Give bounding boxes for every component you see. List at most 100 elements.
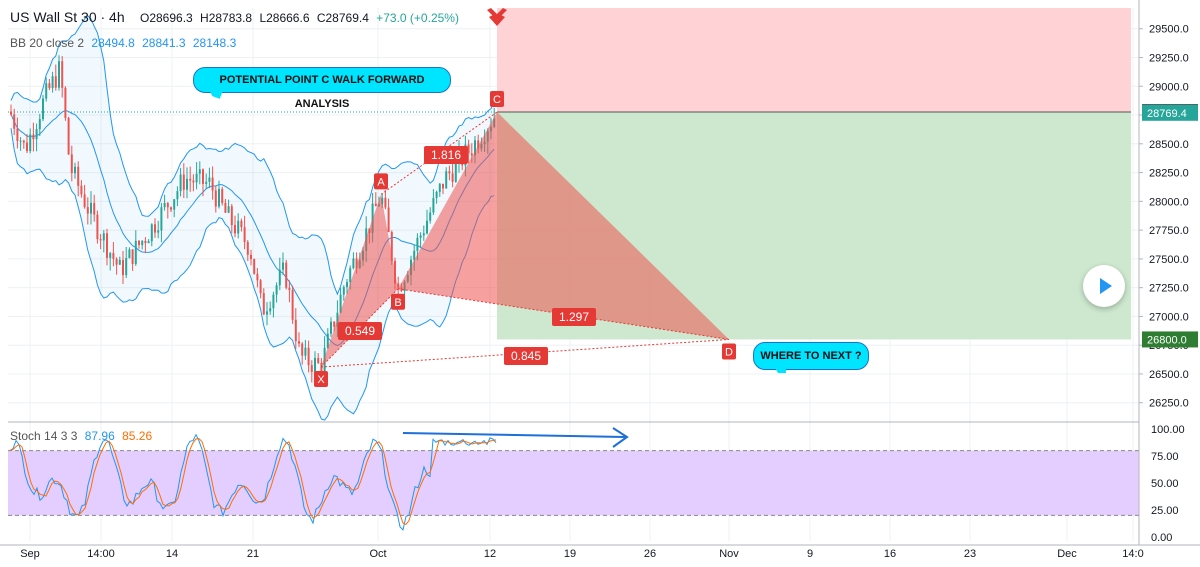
stoch-legend[interactable]: Stoch 14 3 3 87.96 85.26 bbox=[10, 429, 156, 443]
play-button[interactable] bbox=[1083, 265, 1125, 307]
candle-body bbox=[102, 233, 105, 241]
candle-51 bbox=[173, 198, 176, 218]
candle-body bbox=[394, 260, 396, 284]
candle-body bbox=[202, 169, 204, 184]
candle-body bbox=[42, 98, 44, 120]
time-tick-label-4: Oct bbox=[369, 548, 386, 560]
pivot-label-c: C bbox=[490, 91, 504, 108]
candle-19 bbox=[70, 145, 73, 182]
candle-11 bbox=[45, 77, 48, 102]
down-arrow-icon bbox=[489, 15, 505, 26]
candle-10 bbox=[42, 95, 44, 122]
candle-135 bbox=[442, 183, 444, 195]
candle-body bbox=[336, 312, 339, 327]
bb-label: BB 20 close 2 bbox=[10, 36, 85, 50]
candle-80 bbox=[266, 302, 268, 326]
candle-8 bbox=[35, 123, 38, 152]
candle-4 bbox=[22, 139, 25, 149]
candle-body bbox=[182, 174, 185, 190]
stop-loss-zone bbox=[497, 8, 1131, 113]
candle-body bbox=[304, 347, 307, 356]
candle-72 bbox=[240, 218, 243, 232]
candle-50 bbox=[170, 206, 172, 212]
pivot-text: B bbox=[394, 297, 401, 309]
candle-13 bbox=[51, 71, 54, 93]
candle-59 bbox=[198, 161, 201, 185]
candle-body bbox=[445, 171, 448, 189]
candle-body bbox=[93, 202, 96, 215]
ratio-badge bbox=[338, 322, 382, 340]
low-value: L28666.6 bbox=[259, 11, 310, 25]
price-tick-label-9: 27250.0 bbox=[1149, 283, 1189, 295]
play-icon bbox=[1100, 278, 1112, 294]
candle-body bbox=[205, 181, 208, 184]
candle-15 bbox=[58, 55, 60, 91]
candle-body bbox=[166, 203, 169, 208]
pivot-badge bbox=[391, 293, 405, 310]
pivot-text: A bbox=[377, 176, 385, 188]
candle-91 bbox=[301, 341, 304, 365]
candle-2 bbox=[16, 117, 19, 149]
candle-90 bbox=[298, 332, 300, 348]
candle-body bbox=[227, 206, 230, 213]
candle-body bbox=[214, 190, 217, 207]
candle-46 bbox=[157, 220, 160, 239]
candle-30 bbox=[106, 228, 108, 266]
candle-body bbox=[29, 134, 32, 152]
candle-body bbox=[22, 140, 25, 143]
candle-body bbox=[230, 206, 233, 226]
arrow-head-icon bbox=[612, 427, 629, 448]
potential-point-text: POTENTIAL POINT C WALK FORWARD ANALYSIS bbox=[219, 74, 425, 110]
bollinger-legend[interactable]: BB 20 close 2 28494.8 28841.3 28148.3 bbox=[10, 36, 240, 50]
candle-body bbox=[333, 321, 336, 327]
stoch-k-value: 87.96 bbox=[84, 429, 115, 443]
candle-77 bbox=[256, 268, 259, 288]
candle-73 bbox=[243, 215, 246, 250]
candle-114 bbox=[374, 192, 377, 207]
price-tick-label-4: 28500.0 bbox=[1149, 139, 1189, 151]
candle-body bbox=[211, 177, 214, 191]
candle-body bbox=[349, 268, 352, 283]
candle-body bbox=[330, 321, 332, 334]
time-tick-label-13: 14:0 bbox=[1122, 548, 1143, 560]
candle-54 bbox=[182, 163, 185, 199]
candle-68 bbox=[227, 199, 230, 214]
candle-body bbox=[320, 362, 323, 375]
candle-body bbox=[173, 199, 176, 210]
potential-point-callout[interactable]: POTENTIAL POINT C WALK FORWARD ANALYSIS bbox=[193, 67, 451, 110]
candle-89 bbox=[294, 308, 297, 350]
candle-body bbox=[474, 140, 476, 156]
candle-9 bbox=[38, 113, 41, 137]
where-next-text: WHERE TO NEXT ? bbox=[760, 350, 862, 362]
price-tag-bg bbox=[1142, 331, 1198, 348]
ratio-label-3: 0.845 bbox=[504, 347, 548, 365]
candle-48 bbox=[163, 194, 166, 211]
candle-body bbox=[54, 76, 57, 88]
candle-body bbox=[77, 166, 80, 186]
candle-92 bbox=[304, 339, 307, 360]
candle-body bbox=[26, 142, 28, 152]
candle-43 bbox=[147, 239, 150, 244]
candle-body bbox=[118, 259, 121, 265]
candle-body bbox=[253, 258, 256, 274]
price-tick-label-0: 29500.0 bbox=[1149, 24, 1189, 36]
price-tick-label-12: 26500.0 bbox=[1149, 369, 1189, 381]
price-tick-label-6: 28000.0 bbox=[1149, 196, 1189, 208]
pattern-bcd bbox=[398, 112, 729, 340]
candle-62 bbox=[208, 167, 211, 189]
candle-body bbox=[419, 235, 422, 238]
time-tick-label-3: 21 bbox=[247, 548, 259, 560]
symbol-title[interactable]: US Wall St 30 · 4h bbox=[10, 9, 125, 25]
price-tick-label-2: 29000.0 bbox=[1149, 81, 1189, 93]
where-next-callout[interactable]: WHERE TO NEXT ? bbox=[753, 342, 869, 373]
ratio-badge bbox=[552, 308, 596, 326]
candle-body bbox=[163, 203, 166, 208]
stoch-band bbox=[8, 450, 1139, 516]
candle-body bbox=[106, 233, 108, 258]
time-tick-label-6: 19 bbox=[564, 548, 576, 560]
candle-body bbox=[342, 287, 345, 295]
time-tick-label-7: 26 bbox=[644, 548, 656, 560]
candle-body bbox=[19, 140, 22, 142]
candle-body bbox=[112, 253, 115, 259]
